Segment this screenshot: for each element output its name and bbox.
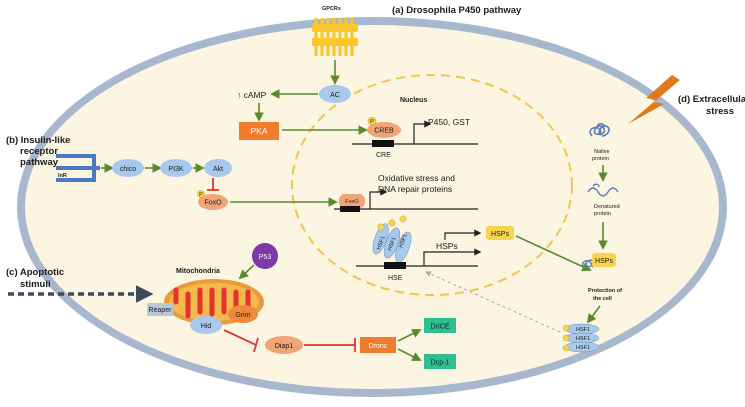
section-d-line1: (d) Extracellular	[678, 94, 745, 105]
chico-label: chico	[120, 166, 136, 173]
dronc-label: Dronc	[369, 343, 388, 350]
phospho-icon	[197, 190, 205, 198]
dcp1-node	[424, 354, 456, 369]
arrow-p53-mito	[238, 264, 255, 280]
protection-line2: the cell	[593, 296, 612, 302]
phospho-label: P	[370, 119, 374, 125]
protection-line1: Protection of	[588, 288, 622, 294]
ac-node	[319, 85, 351, 103]
foxo-node	[198, 194, 228, 210]
creb-label: CREB	[374, 128, 394, 135]
denat-line2: protein	[594, 211, 611, 217]
hsf1-trimer-icon	[372, 215, 412, 263]
hsf1-label: HSF1	[376, 235, 386, 250]
hse-element	[384, 262, 406, 269]
dronc-node	[360, 337, 396, 353]
hid-node	[190, 316, 222, 334]
cre-label: CRE	[376, 152, 391, 159]
foxo-response-element	[340, 206, 360, 212]
inhibit-hid-diap1	[223, 329, 257, 346]
phospho-icon	[367, 116, 377, 126]
pka-label: PKA	[250, 126, 267, 136]
hsf1-label: HSF1	[387, 236, 397, 251]
section-b-line2: receptor	[20, 146, 58, 157]
ac-label: AC	[330, 92, 340, 99]
arrow-protection-hsf1	[586, 305, 601, 324]
nucleus-label: Nucleus	[400, 97, 427, 104]
section-a-title: (a) Drosophila P450 pathway	[392, 5, 522, 16]
phospho-label: P	[199, 192, 203, 198]
p53-node	[252, 243, 278, 269]
arrow-dronc-dcp1	[397, 348, 422, 361]
gpcr-receptor-icon	[312, 18, 358, 56]
hsf1-label: HSF1	[576, 336, 590, 342]
native-line1: Native	[594, 149, 610, 155]
foxo-label: FoxO	[204, 200, 222, 207]
akt-label: Akt	[213, 166, 223, 173]
section-c-line1: (c) Apoptotic	[6, 267, 64, 278]
dcp1-label: Dcp-1	[431, 360, 450, 367]
reaper-node	[147, 303, 173, 316]
foxo-nuclear-label: FoxO	[345, 199, 359, 205]
hsf1-stack-icon	[562, 323, 600, 353]
p53-label: P53	[259, 254, 272, 261]
inhibit-hid-diap1-bar	[253, 337, 259, 353]
hid-label: Hid	[201, 323, 212, 330]
mito-label: Mitochondria	[176, 268, 220, 275]
inr-receptor-icon	[56, 154, 100, 182]
denatured-protein-icon	[587, 183, 619, 197]
denat-line1: Denatured	[594, 204, 620, 210]
section-c-line2: stimuli	[20, 279, 51, 290]
hsps-output-arrow	[444, 229, 482, 240]
grim-node	[228, 305, 258, 323]
pka-node	[239, 122, 279, 140]
inr-label: InR	[58, 173, 67, 179]
nucleus-boundary	[291, 74, 573, 296]
gpcrs-label: GPCRs	[322, 6, 341, 12]
section-b-line1: (b) Insulin-like	[6, 135, 70, 146]
hse-label: HSE	[388, 275, 403, 282]
grim-label: Grim	[235, 312, 250, 319]
native-protein-icon	[589, 122, 610, 137]
arrow-hsps-protection	[515, 235, 592, 272]
lightning-icon	[628, 75, 680, 124]
native-line2: protein	[592, 156, 609, 162]
section-d-line2: stress	[706, 106, 734, 117]
diap1-label: Diap1	[275, 343, 293, 350]
ox-line1: Oxidative stress and	[378, 173, 455, 183]
diap1-node	[265, 336, 303, 354]
hsps-arrow-label: HSPs	[436, 241, 458, 251]
hsf1-label: HSF1	[398, 233, 408, 248]
hsps-box-label: HSPs	[491, 231, 509, 238]
creb-node	[367, 122, 401, 138]
camp-label: ↑ cAMP	[237, 90, 267, 100]
ox-line2: DNA repair proteins	[378, 184, 452, 194]
pi3k-label: PI3K	[168, 166, 184, 173]
cre-element	[372, 140, 394, 147]
hse-transcription-arrow	[423, 248, 482, 266]
chico-node	[112, 159, 144, 177]
hsf1-label: HSF1	[576, 345, 590, 351]
akt-node	[204, 159, 232, 177]
p450-gst-label: P450, GST	[428, 117, 470, 127]
cre-transcription-arrow	[413, 120, 432, 144]
drice-node	[424, 318, 456, 333]
hsps-box-nucleus	[486, 226, 514, 240]
dashed-arrow-hsf1-hse	[424, 271, 561, 333]
pi3k-node	[160, 159, 192, 177]
foxo-transcription-arrow	[369, 188, 388, 209]
drice-label: DrICE	[430, 324, 449, 331]
hsf1-label: HSF1	[576, 327, 590, 333]
reaper-label: Reaper	[149, 307, 173, 314]
hsps-box2-label: HSPs	[595, 258, 613, 265]
foxo-nuclear-node	[339, 194, 365, 208]
hsps-box-protection	[592, 253, 616, 267]
arrow-dronc-drice	[397, 329, 422, 342]
section-b-line3: pathway	[20, 157, 59, 168]
